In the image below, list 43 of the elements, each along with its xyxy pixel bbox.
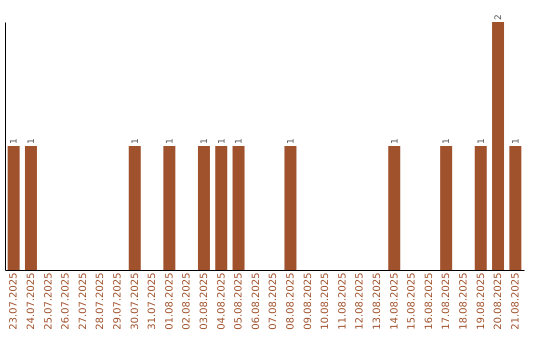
data-label: 1: [476, 138, 487, 144]
x-tick-label: 17.08.2025: [441, 272, 452, 330]
x-tick-label: 20.08.2025: [493, 272, 504, 330]
x-tick-label: 26.07.2025: [60, 272, 72, 330]
x-tick-label: 10.08.2025: [320, 272, 332, 330]
x-tick-label: 07.08.2025: [268, 272, 280, 330]
x-tick-label: 30.07.2025: [130, 272, 141, 330]
data-label: 1: [217, 138, 228, 144]
data-label: 1: [286, 138, 296, 144]
x-tick-label: 15.08.2025: [406, 272, 418, 330]
x-tick-label: 19.08.2025: [476, 272, 487, 330]
x-tick-label: 04.08.2025: [216, 272, 228, 330]
x-tick-label: 06.08.2025: [250, 272, 262, 330]
data-label: 1: [200, 138, 210, 144]
x-tick-label: 28.07.2025: [95, 272, 106, 330]
x-tick-label: 21.08.2025: [510, 272, 522, 330]
x-tick-label: 05.08.2025: [234, 272, 245, 330]
x-tick-label: 27.07.2025: [78, 272, 89, 330]
x-tick-label: 23.07.2025: [8, 272, 20, 330]
x-tick-label: 11.08.2025: [337, 272, 348, 330]
x-tick-label: 24.07.2025: [26, 272, 37, 330]
x-tick-label: 16.08.2025: [424, 272, 435, 330]
x-tick-label: 01.08.2025: [164, 272, 176, 330]
data-label: 1: [130, 138, 141, 144]
x-tick-label: 08.08.2025: [285, 272, 296, 330]
x-tick-label: 25.07.2025: [43, 272, 54, 330]
x-tick-label: 02.08.2025: [182, 272, 193, 330]
x-tick-label: 13.08.2025: [372, 272, 383, 330]
data-label: 2: [494, 14, 504, 20]
data-label: 1: [26, 138, 37, 144]
x-tick-label: 31.07.2025: [147, 272, 158, 330]
x-tick-label: 14.08.2025: [389, 272, 400, 330]
data-label: 1: [511, 138, 522, 144]
x-tick-label: 18.08.2025: [458, 272, 470, 330]
x-tick-label: 12.08.2025: [354, 272, 366, 330]
data-label: 1: [390, 138, 400, 144]
x-tick-label: 09.08.2025: [302, 272, 314, 330]
data-label: 1: [234, 138, 245, 144]
data-label: 1: [10, 138, 20, 144]
x-tick-label: 29.07.2025: [112, 272, 124, 330]
data-label: 1: [165, 138, 176, 144]
x-tick-label: 03.08.2025: [198, 272, 210, 330]
data-label: 1: [442, 138, 452, 144]
